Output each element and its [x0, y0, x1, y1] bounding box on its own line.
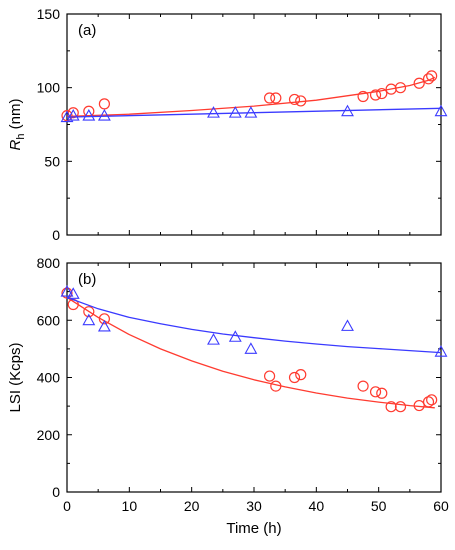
data-point-circle [369, 386, 382, 398]
data-point-triangle [66, 287, 80, 299]
y-tick-label: 600 [37, 312, 61, 328]
data-point-circle [263, 370, 276, 382]
data-point-circle [422, 73, 435, 85]
x-tick-label: 10 [122, 498, 138, 514]
panel-label: (a) [78, 22, 96, 39]
data-point-circle [426, 70, 438, 82]
y-tick-label: 100 [37, 80, 61, 96]
plot-frame [66, 262, 442, 493]
x-tick-label: 30 [246, 498, 262, 514]
y-axis-label-unit: (nm) [7, 99, 24, 134]
data-point-circle [376, 387, 388, 399]
data-point-triangle [341, 319, 354, 331]
data-point-triangle [207, 106, 220, 118]
data-point-circle [270, 92, 282, 104]
data-point-circle [394, 82, 407, 94]
data-point-circle [288, 371, 301, 384]
data-point-circle [394, 401, 407, 413]
series-blue [60, 284, 448, 357]
data-point-circle [369, 89, 382, 101]
x-tick-label: 20 [184, 498, 200, 514]
y-tick-label: 50 [44, 153, 60, 169]
y-axis-label: Rh (nm) [7, 99, 27, 151]
data-point-circle [83, 306, 95, 318]
data-point-triangle [341, 104, 354, 117]
y-tick-label: 200 [37, 427, 61, 443]
data-point-circle [376, 87, 388, 100]
series-red [61, 287, 438, 413]
series-blue [60, 104, 448, 123]
x-tick-label: 60 [433, 498, 449, 514]
data-point-triangle [66, 109, 80, 121]
data-point-circle [413, 77, 425, 89]
panel-a: 0 50 100 150 (a) Rh (nm) [7, 6, 448, 243]
data-point-triangle [97, 319, 111, 332]
fit-line-red [66, 296, 435, 409]
y-axis-label: LSI (Kcps) [7, 342, 24, 412]
data-point-triangle [244, 342, 258, 354]
data-point-triangle [244, 106, 258, 118]
data-point-circle [295, 369, 307, 381]
data-point-circle [357, 380, 369, 392]
data-point-circle [426, 394, 438, 406]
data-point-triangle [228, 330, 242, 342]
y-tick-label: 800 [37, 255, 61, 271]
data-point-triangle [434, 104, 448, 117]
data-point-circle [288, 93, 301, 106]
data-point-triangle [60, 284, 74, 297]
x-tick-label: 0 [63, 498, 71, 514]
data-point-circle [295, 95, 307, 107]
data-point-triangle [207, 333, 220, 345]
data-point-circle [270, 380, 282, 392]
data-point-triangle [97, 109, 111, 121]
y-tick-label: 0 [52, 484, 60, 500]
data-point-circle [385, 401, 397, 413]
panel-label: (b) [78, 271, 96, 288]
y-tick-label: 0 [52, 227, 60, 243]
x-tick-label: 50 [371, 498, 387, 514]
y-axis-label-subscript: h [15, 134, 27, 140]
fit-line-blue [66, 296, 442, 354]
series-red [61, 70, 438, 122]
data-point-circle [413, 399, 425, 412]
data-point-triangle [434, 345, 448, 357]
fit-line-red [66, 76, 436, 118]
plot-frame [66, 13, 442, 236]
y-axis-label-symbol: R [7, 139, 24, 150]
data-point-triangle [82, 109, 96, 121]
x-tick-label: 40 [309, 498, 325, 514]
data-point-circle [422, 396, 435, 408]
y-tick-label: 400 [37, 370, 61, 386]
data-point-circle [67, 107, 79, 119]
data-point-circle [263, 92, 276, 104]
data-point-triangle [82, 313, 96, 326]
data-point-circle [98, 98, 111, 110]
data-point-circle [357, 90, 369, 103]
data-point-circle [98, 313, 111, 325]
x-axis-label: Time (h) [226, 520, 281, 537]
data-point-triangle [228, 106, 242, 118]
y-tick-label: 150 [37, 6, 61, 22]
